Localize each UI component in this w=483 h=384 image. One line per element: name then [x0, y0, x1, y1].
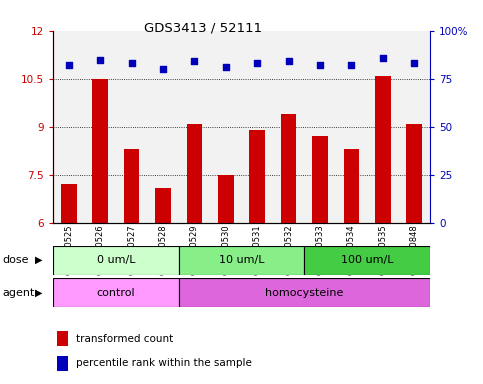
Point [379, 55, 387, 61]
Point [65, 62, 73, 68]
Text: ▶: ▶ [35, 288, 43, 298]
Text: ▶: ▶ [35, 255, 43, 265]
Text: homocysteine: homocysteine [265, 288, 343, 298]
Bar [124, 149, 140, 223]
Bar [218, 175, 234, 223]
Point [222, 64, 230, 70]
Point [97, 56, 104, 63]
Bar [179, 246, 304, 275]
Text: transformed count: transformed count [76, 334, 173, 344]
Bar [155, 187, 171, 223]
Text: 100 um/L: 100 um/L [341, 255, 393, 265]
Bar [92, 79, 108, 223]
Text: agent: agent [2, 288, 35, 298]
Point [253, 60, 261, 66]
Bar [179, 278, 430, 307]
Bar [343, 149, 359, 223]
Bar [57, 356, 68, 371]
Point [191, 58, 199, 65]
Bar [312, 136, 328, 223]
Text: GDS3413 / 52111: GDS3413 / 52111 [144, 21, 262, 34]
Text: dose: dose [2, 255, 29, 265]
Bar [53, 246, 179, 275]
Bar [57, 331, 68, 346]
Bar [61, 184, 77, 223]
Text: control: control [97, 288, 135, 298]
Bar [375, 76, 391, 223]
Point [159, 66, 167, 72]
Bar [53, 278, 179, 307]
Bar [406, 124, 422, 223]
Text: percentile rank within the sample: percentile rank within the sample [76, 358, 252, 368]
Bar [186, 124, 202, 223]
Text: 10 um/L: 10 um/L [219, 255, 264, 265]
Bar [304, 246, 430, 275]
Text: 0 um/L: 0 um/L [97, 255, 135, 265]
Bar [281, 114, 297, 223]
Point [128, 60, 135, 66]
Point [348, 62, 355, 68]
Point [285, 58, 293, 65]
Bar [249, 130, 265, 223]
Point [316, 62, 324, 68]
Point [411, 60, 418, 66]
